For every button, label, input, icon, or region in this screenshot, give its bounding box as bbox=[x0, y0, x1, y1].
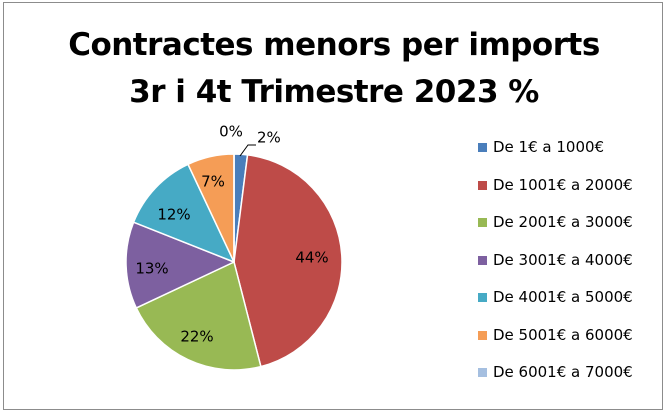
legend-swatch-6 bbox=[478, 330, 487, 340]
legend-label-4: De 3001€ a 4000€ bbox=[493, 250, 633, 269]
chart-title: Contractes menors per imports 3r i 4t Tr… bbox=[0, 22, 668, 116]
legend-label-5: De 4001€ a 5000€ bbox=[493, 288, 633, 306]
data-label-3: 22% bbox=[180, 328, 213, 346]
legend-swatch-4 bbox=[478, 255, 487, 265]
pie-slice-3 bbox=[135, 261, 262, 371]
data-label-7: 0% bbox=[219, 123, 243, 141]
pie-slice-5 bbox=[132, 163, 235, 263]
data-label-6: 7% bbox=[201, 173, 225, 191]
data-label-2: 44% bbox=[295, 249, 328, 267]
legend-label-6: De 5001€ a 6000€ bbox=[493, 325, 633, 344]
chart-title-line-1: Contractes menors per imports bbox=[68, 27, 600, 63]
leader-line-1 bbox=[239, 144, 256, 157]
legend-swatch-3 bbox=[478, 218, 487, 227]
legend-swatch-7 bbox=[478, 368, 487, 377]
legend-label-3: De 2001€ a 3000€ bbox=[493, 213, 633, 231]
legend-swatch-5 bbox=[478, 293, 487, 302]
legend-swatch-1 bbox=[478, 143, 487, 152]
pie-slice-2 bbox=[233, 154, 343, 368]
legend-swatch-2 bbox=[478, 180, 487, 190]
data-label-4: 13% bbox=[135, 260, 168, 278]
chart-title-line-2: 3r i 4t Trimestre 2023 % bbox=[129, 74, 539, 110]
data-label-5: 12% bbox=[157, 206, 190, 224]
legend-label-2: De 1001€ a 2000€ bbox=[493, 175, 633, 194]
pie-slices bbox=[125, 153, 343, 371]
chart-frame bbox=[3, 2, 663, 410]
legend-label-7: De 6001€ a 7000€ bbox=[493, 363, 633, 381]
legend-label-1: De 1€ a 1000€ bbox=[493, 138, 605, 156]
pie-slice-4 bbox=[125, 221, 235, 309]
data-label-1: 2% bbox=[257, 129, 281, 147]
